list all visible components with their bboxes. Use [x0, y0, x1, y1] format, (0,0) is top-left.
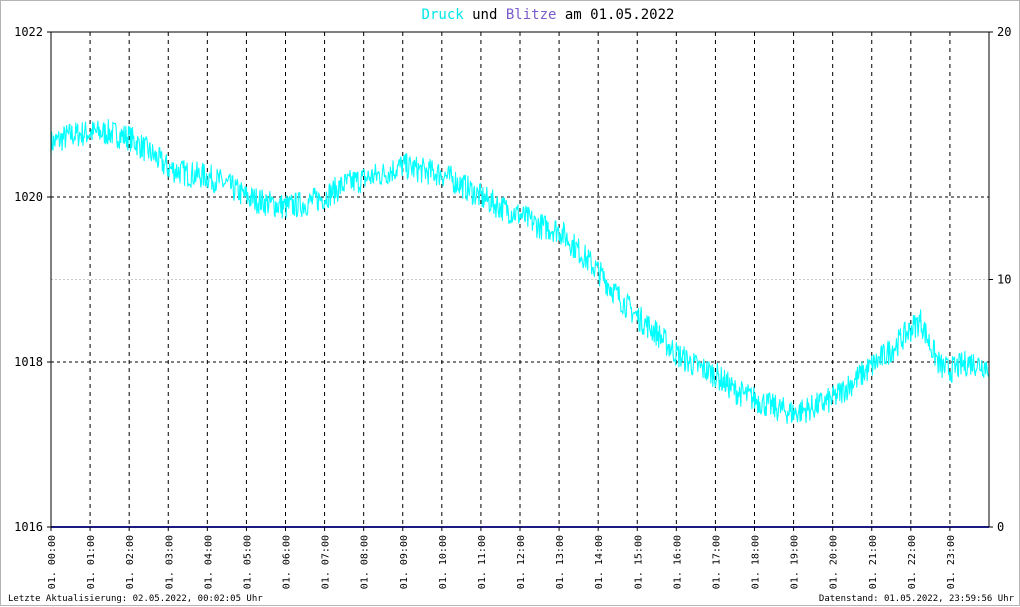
y-left-tick-label: 1018 — [14, 355, 43, 369]
x-tick-label: 01. 13:00 — [555, 535, 566, 589]
x-tick-label: 01. 20:00 — [829, 535, 840, 589]
x-tick-label: 01. 10:00 — [438, 535, 449, 589]
y-left-tick-label: 1016 — [14, 520, 43, 534]
x-tick-label: 01. 01:00 — [86, 535, 97, 589]
x-tick-label: 01. 02:00 — [125, 535, 136, 589]
x-tick-label: 01. 14:00 — [594, 535, 605, 589]
x-tick-label: 01. 23:00 — [946, 535, 957, 589]
x-tick-label: 01. 18:00 — [751, 535, 762, 589]
x-tick-label: 01. 08:00 — [360, 535, 371, 589]
x-tick-label: 01. 19:00 — [790, 535, 801, 589]
x-tick-label: 01. 17:00 — [711, 535, 722, 589]
y-right-tick-label: 0 — [997, 520, 1004, 534]
title-word-blitze: Blitze — [506, 7, 557, 23]
last-update-text: Letzte Aktualisierung: 02.05.2022, 00:02… — [8, 594, 263, 604]
pressure-series-line — [50, 119, 990, 425]
title-date: am 01.05.2022 — [556, 7, 674, 23]
x-tick-label: 01. 09:00 — [399, 535, 410, 589]
x-tick-label: 01. 05:00 — [242, 535, 253, 589]
y-left-tick-label: 1022 — [14, 25, 43, 39]
x-tick-label: 01. 22:00 — [907, 535, 918, 589]
x-tick-label: 01. 04:00 — [203, 535, 214, 589]
grid-lines — [51, 32, 989, 527]
axes — [47, 31, 993, 531]
x-tick-label: 01. 07:00 — [321, 535, 332, 589]
x-tick-label: 01. 21:00 — [868, 535, 879, 589]
y-right-tick-label: 20 — [997, 25, 1011, 39]
x-tick-label: 01. 12:00 — [516, 535, 527, 589]
x-tick-label: 01. 11:00 — [477, 535, 488, 589]
x-tick-label: 01. 15:00 — [633, 535, 644, 589]
title-word-druck: Druck — [422, 7, 465, 23]
chart-title: Druck und Blitze am 01.05.2022 — [422, 7, 675, 23]
y-right-tick-label: 10 — [997, 273, 1011, 287]
data-status-text: Datenstand: 01.05.2022, 23:59:56 Uhr — [818, 594, 1014, 604]
x-tick-label: 01. 06:00 — [282, 535, 293, 589]
x-tick-label: 01. 16:00 — [672, 535, 683, 589]
x-tick-label: 01. 03:00 — [164, 535, 175, 589]
x-tick-label: 01. 00:00 — [47, 535, 58, 589]
title-word-und: und — [464, 7, 506, 23]
y-left-tick-label: 1020 — [14, 190, 43, 204]
